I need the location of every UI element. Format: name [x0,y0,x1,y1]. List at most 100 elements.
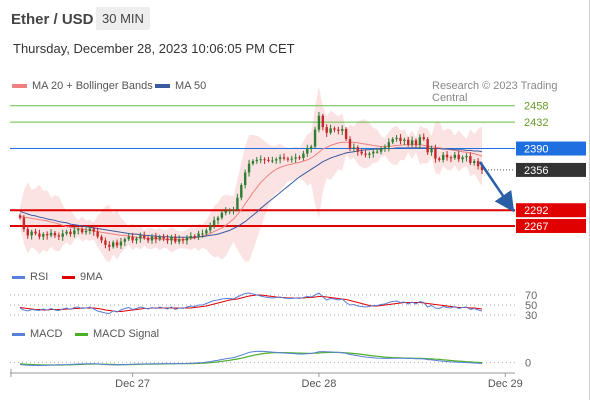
candle-body [201,233,204,235]
level-label-2458: 2458 [524,101,548,113]
ma9-swatch [62,275,75,279]
candle-body [139,235,142,239]
candle-body [73,230,76,235]
macd-tick-0: 0 [525,358,531,370]
level-label-2292: 2292 [524,205,548,217]
candle-body [38,233,41,237]
interval-button[interactable]: 30 MIN [96,7,150,30]
candle-body [205,230,208,234]
candle-body [341,129,344,131]
candle-body [426,139,429,153]
candle-body [88,228,92,231]
candle-body [453,154,457,158]
x-tick-label: Dec 27 [115,378,150,390]
candle-body [321,115,325,128]
candle-body [352,147,356,149]
candle-body [480,166,484,170]
candle-body [119,241,123,246]
ma50-line [19,147,483,238]
ma50-legend-label: MA 50 [175,80,207,92]
candle-body [271,160,274,162]
candle-body [232,209,235,211]
candle-body [30,231,33,236]
candle-body [123,239,127,242]
candle-body [395,137,398,140]
candle-body [34,231,37,234]
candle-body [375,151,379,153]
candle-body [473,161,476,163]
candle-body [84,231,88,233]
candle-body [53,232,57,236]
bollinger-band [20,86,482,263]
candle-body [348,139,352,149]
x-tick-label: Dec 29 [488,378,523,390]
candle-body [57,235,61,237]
candle-body [309,146,313,149]
candle-body [131,236,134,241]
level-badge-2267 [516,218,586,233]
candle-body [344,129,348,140]
forecast-arrow [478,161,515,213]
candle-body [197,233,200,237]
candle-body [325,127,328,133]
candle-body [251,161,255,164]
candle-body [372,151,375,154]
candle-body [158,236,161,240]
candle-body [469,156,472,163]
macd-legend: MACD [12,328,62,340]
ma9-legend-label: 9MA [80,271,103,283]
candle-body [177,239,181,242]
candle-body [49,232,53,236]
candle-body [166,238,169,241]
candle-body [267,159,270,161]
candle-body [422,137,425,140]
candle-body [162,236,165,239]
candle-body [286,158,290,160]
candle-body [317,115,321,130]
candle-body [387,142,391,148]
timestamp: Thursday, December 28, 2023 10:06:05 PM … [13,41,295,56]
candle-body [434,148,437,159]
ma20-legend: MA 20 + Bollinger Bands [12,80,153,92]
candle-body [379,148,383,152]
candle-body [430,148,433,153]
candle-body [294,157,297,159]
candle-body [259,159,262,161]
candle-body [240,185,243,198]
candle-body [181,239,185,241]
candle-body [247,163,251,173]
candle-body [302,153,305,158]
candle-body [278,157,282,160]
candle-body [65,231,68,234]
candle-body [228,210,231,212]
candle-body [45,234,49,236]
candle-body [224,210,227,213]
level-label-2390: 2390 [524,144,548,156]
candle-body [414,140,418,145]
macd-line [19,350,483,366]
macd-signal-swatch [75,332,88,336]
level-label-2267: 2267 [524,221,548,233]
candle-body [115,242,119,246]
candle-body [108,244,111,247]
candle-body [457,154,460,160]
candle-body [111,242,115,247]
candle-body [80,229,84,233]
candle-body [193,236,196,238]
ma20-legend-label: MA 20 + Bollinger Bands [32,80,153,92]
macd-signal-legend-label: MACD Signal [93,328,160,340]
level-badge-2356 [516,162,586,177]
candle-body [96,231,99,237]
candle-body [61,233,64,237]
candle-body [368,153,371,155]
ma50-swatch [155,84,170,89]
candle-body [263,159,266,161]
candle-body [445,154,449,158]
candle-body [399,137,402,141]
candle-body [360,151,363,154]
candle-body [438,158,441,160]
candle-body [174,236,177,242]
candle-body [236,197,239,210]
candle-body [290,158,293,160]
